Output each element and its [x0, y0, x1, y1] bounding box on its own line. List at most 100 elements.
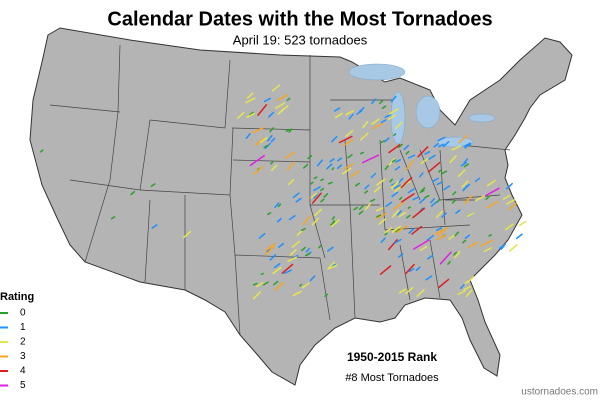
- tornado-track: [287, 178, 295, 186]
- tornado-track: [276, 94, 289, 102]
- tornado-track: [464, 194, 473, 204]
- state-borders: [49, 44, 511, 336]
- tornado-track: [427, 161, 441, 173]
- tornado-track: [394, 228, 401, 233]
- tornado-track: [246, 112, 255, 118]
- tornado-track: [269, 127, 274, 133]
- tornado-track: [395, 159, 401, 163]
- tornado-track: [390, 181, 400, 189]
- tornado-track: [463, 183, 471, 190]
- tornado-track: [508, 202, 518, 211]
- tornado-track: [311, 217, 320, 226]
- tornado-track: [292, 192, 300, 199]
- tornado-track: [307, 154, 313, 160]
- tornado-track: [288, 215, 296, 221]
- tornado-track: [411, 225, 423, 235]
- tornado-track: [326, 163, 333, 170]
- tornado-track: [336, 164, 343, 170]
- tornado-track: [466, 212, 475, 218]
- tornado-track: [413, 239, 430, 250]
- tornado-track: [407, 188, 415, 194]
- tornado-track: [418, 172, 424, 178]
- great-lakes: [348, 63, 496, 148]
- tornado-track: [380, 237, 386, 244]
- tornado-track: [309, 275, 316, 282]
- tornado-track: [252, 282, 258, 286]
- tornado-track: [420, 158, 429, 165]
- tornado-track: [442, 141, 450, 148]
- tornado-track: [275, 102, 286, 110]
- tornado-track: [251, 127, 265, 134]
- tornado-track: [381, 105, 387, 110]
- tornado-track: [320, 187, 325, 192]
- tornado-track: [454, 251, 461, 259]
- tornado-track: [404, 263, 415, 275]
- tornado-track: [268, 111, 275, 118]
- tornado-track: [264, 243, 275, 252]
- tornado-track: [437, 226, 449, 237]
- tornado-track: [436, 227, 443, 232]
- tornado-track: [406, 214, 411, 219]
- tornado-track: [288, 128, 293, 133]
- tornado-track: [485, 195, 491, 201]
- tornado-track: [258, 232, 266, 239]
- tornado-track: [255, 137, 265, 146]
- tornado-track: [435, 210, 444, 218]
- tornado-track: [263, 97, 272, 103]
- tornado-track: [428, 154, 436, 160]
- tornado-track: [480, 239, 493, 247]
- tornado-track: [486, 179, 496, 187]
- tornado-track: [384, 227, 393, 234]
- tornado-track: [398, 253, 404, 258]
- tornado-track: [285, 128, 292, 132]
- tornado-track: [361, 154, 380, 164]
- tornado-track: [463, 142, 472, 147]
- tornado-track: [394, 185, 403, 193]
- tornado-track: [396, 210, 402, 216]
- tornado-track: [509, 244, 518, 252]
- tornado-track: [390, 95, 397, 103]
- tornado-track: [484, 247, 492, 253]
- tornado-track: [305, 247, 311, 253]
- tornado-track: [385, 201, 393, 207]
- tornado-track: [391, 225, 402, 233]
- tornado-track: [415, 266, 421, 272]
- tornado-track: [253, 166, 263, 175]
- legend-label: 4: [20, 366, 26, 377]
- tornado-track: [451, 199, 456, 204]
- tornado-track: [438, 143, 445, 148]
- tornado-track: [270, 164, 278, 172]
- tornado-track: [295, 197, 302, 203]
- tornado-track: [467, 241, 479, 249]
- tornado-track: [311, 192, 322, 204]
- tornado-track: [393, 238, 402, 244]
- tornado-track: [384, 232, 388, 236]
- tornado-track: [364, 190, 369, 194]
- tornado-track: [515, 233, 523, 240]
- tornado-track: [462, 239, 467, 244]
- tornado-track: [260, 272, 264, 276]
- tornado-track: [327, 181, 333, 185]
- tornado-track: [326, 246, 334, 252]
- tornado-track: [505, 182, 513, 190]
- tornado-track: [329, 158, 335, 163]
- tornado-track: [358, 106, 365, 113]
- tornado-track: [459, 283, 465, 290]
- tornado-track: [274, 202, 280, 209]
- tornado-track: [265, 245, 275, 256]
- tornado-tracks: [39, 84, 527, 300]
- tornado-track: [405, 286, 414, 295]
- tornado-track: [458, 134, 468, 144]
- tornado-track: [393, 184, 401, 189]
- tornado-track: [332, 220, 336, 224]
- tornado-track: [320, 198, 325, 203]
- tornado-track: [441, 170, 448, 175]
- legend-label: 2: [20, 337, 26, 348]
- tornado-track: [430, 198, 435, 204]
- tornado-track: [403, 144, 410, 151]
- tornado-track: [362, 121, 369, 129]
- tornado-track: [331, 216, 335, 220]
- tornado-track: [391, 159, 397, 163]
- tornado-track: [393, 201, 405, 211]
- tornado-track: [256, 281, 264, 288]
